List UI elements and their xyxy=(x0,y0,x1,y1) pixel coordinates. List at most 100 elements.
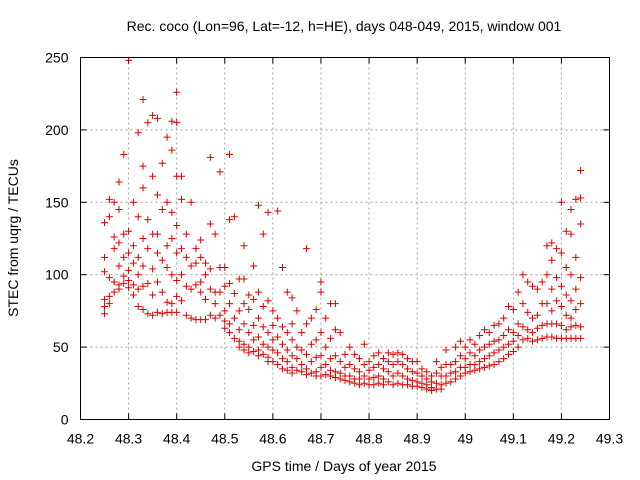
data-point xyxy=(509,337,517,345)
data-point xyxy=(351,350,359,358)
data-point xyxy=(312,336,320,344)
data-point xyxy=(303,320,311,328)
data-point xyxy=(317,288,325,296)
data-point xyxy=(327,372,335,380)
data-point xyxy=(288,294,296,302)
data-point xyxy=(173,119,181,127)
data-point xyxy=(120,151,128,159)
data-point xyxy=(192,245,200,253)
data-point xyxy=(447,378,455,386)
data-point xyxy=(274,207,282,215)
data-point xyxy=(505,350,513,358)
data-point xyxy=(245,329,253,337)
data-point xyxy=(293,307,301,315)
data-point xyxy=(240,300,248,308)
data-point xyxy=(245,349,253,357)
data-point xyxy=(269,346,277,354)
data-point xyxy=(211,314,219,322)
data-point xyxy=(360,372,368,380)
data-point xyxy=(577,274,585,282)
data-point xyxy=(557,198,565,206)
data-point xyxy=(269,321,277,329)
data-point xyxy=(327,334,335,342)
data-point xyxy=(456,337,464,345)
data-point xyxy=(548,333,556,341)
data-point xyxy=(158,288,166,296)
data-point xyxy=(476,346,484,354)
data-point xyxy=(163,198,171,206)
data-point xyxy=(139,282,147,290)
data-point xyxy=(211,230,219,238)
data-point xyxy=(524,308,532,316)
data-point xyxy=(216,288,224,296)
data-point xyxy=(226,151,234,159)
data-point xyxy=(485,329,493,337)
data-point xyxy=(567,206,575,214)
data-point xyxy=(500,332,508,340)
data-point xyxy=(379,355,387,363)
data-point xyxy=(476,332,484,340)
data-point xyxy=(134,285,142,293)
data-point xyxy=(105,300,113,308)
data-point xyxy=(384,368,392,376)
data-point xyxy=(173,292,181,300)
data-point xyxy=(149,265,157,273)
data-point xyxy=(485,340,493,348)
x-tick-label: 48.6 xyxy=(259,431,286,447)
data-point xyxy=(509,347,517,355)
plot-frame xyxy=(80,57,610,420)
data-point xyxy=(533,324,541,332)
data-point xyxy=(206,311,214,319)
data-point xyxy=(173,88,181,96)
data-point xyxy=(312,305,320,313)
data-point xyxy=(408,368,416,376)
data-point xyxy=(317,278,325,286)
data-point xyxy=(177,245,185,253)
data-point xyxy=(129,259,137,267)
data-point xyxy=(370,381,378,389)
data-point xyxy=(177,297,185,305)
data-point xyxy=(163,298,171,306)
data-point xyxy=(192,281,200,289)
data-point xyxy=(495,320,503,328)
data-point xyxy=(505,303,513,311)
data-point xyxy=(312,353,320,361)
data-point xyxy=(206,265,214,273)
data-point xyxy=(206,220,214,228)
data-point xyxy=(365,358,373,366)
data-point xyxy=(125,266,133,274)
data-point xyxy=(442,379,450,387)
data-point xyxy=(437,385,445,393)
data-point xyxy=(375,360,383,368)
data-point xyxy=(182,282,190,290)
data-point xyxy=(153,308,161,316)
data-point xyxy=(394,379,402,387)
data-point xyxy=(370,363,378,371)
y-tick-label: 0 xyxy=(61,412,69,428)
data-point xyxy=(101,310,109,318)
data-point xyxy=(129,281,137,289)
data-point xyxy=(514,343,522,351)
data-point xyxy=(452,343,460,351)
data-point xyxy=(101,295,109,303)
data-point xyxy=(125,284,133,292)
x-tick-label: 48.3 xyxy=(115,431,142,447)
data-point xyxy=(562,227,570,235)
data-point xyxy=(298,368,306,376)
data-point xyxy=(394,369,402,377)
data-point xyxy=(226,320,234,328)
chart-title: Rec. coco (Lon=96, Lat=-12, h=HE), days … xyxy=(127,18,562,34)
data-point xyxy=(134,213,142,221)
data-point xyxy=(456,372,464,380)
data-point xyxy=(336,329,344,337)
data-point xyxy=(307,314,315,322)
data-point xyxy=(226,279,234,287)
data-point xyxy=(471,340,479,348)
data-point xyxy=(149,311,157,319)
data-point xyxy=(158,206,166,214)
y-tick-label: 100 xyxy=(45,267,69,283)
data-point xyxy=(331,326,339,334)
data-point xyxy=(168,146,176,154)
data-point xyxy=(254,288,262,296)
data-point xyxy=(153,278,161,286)
